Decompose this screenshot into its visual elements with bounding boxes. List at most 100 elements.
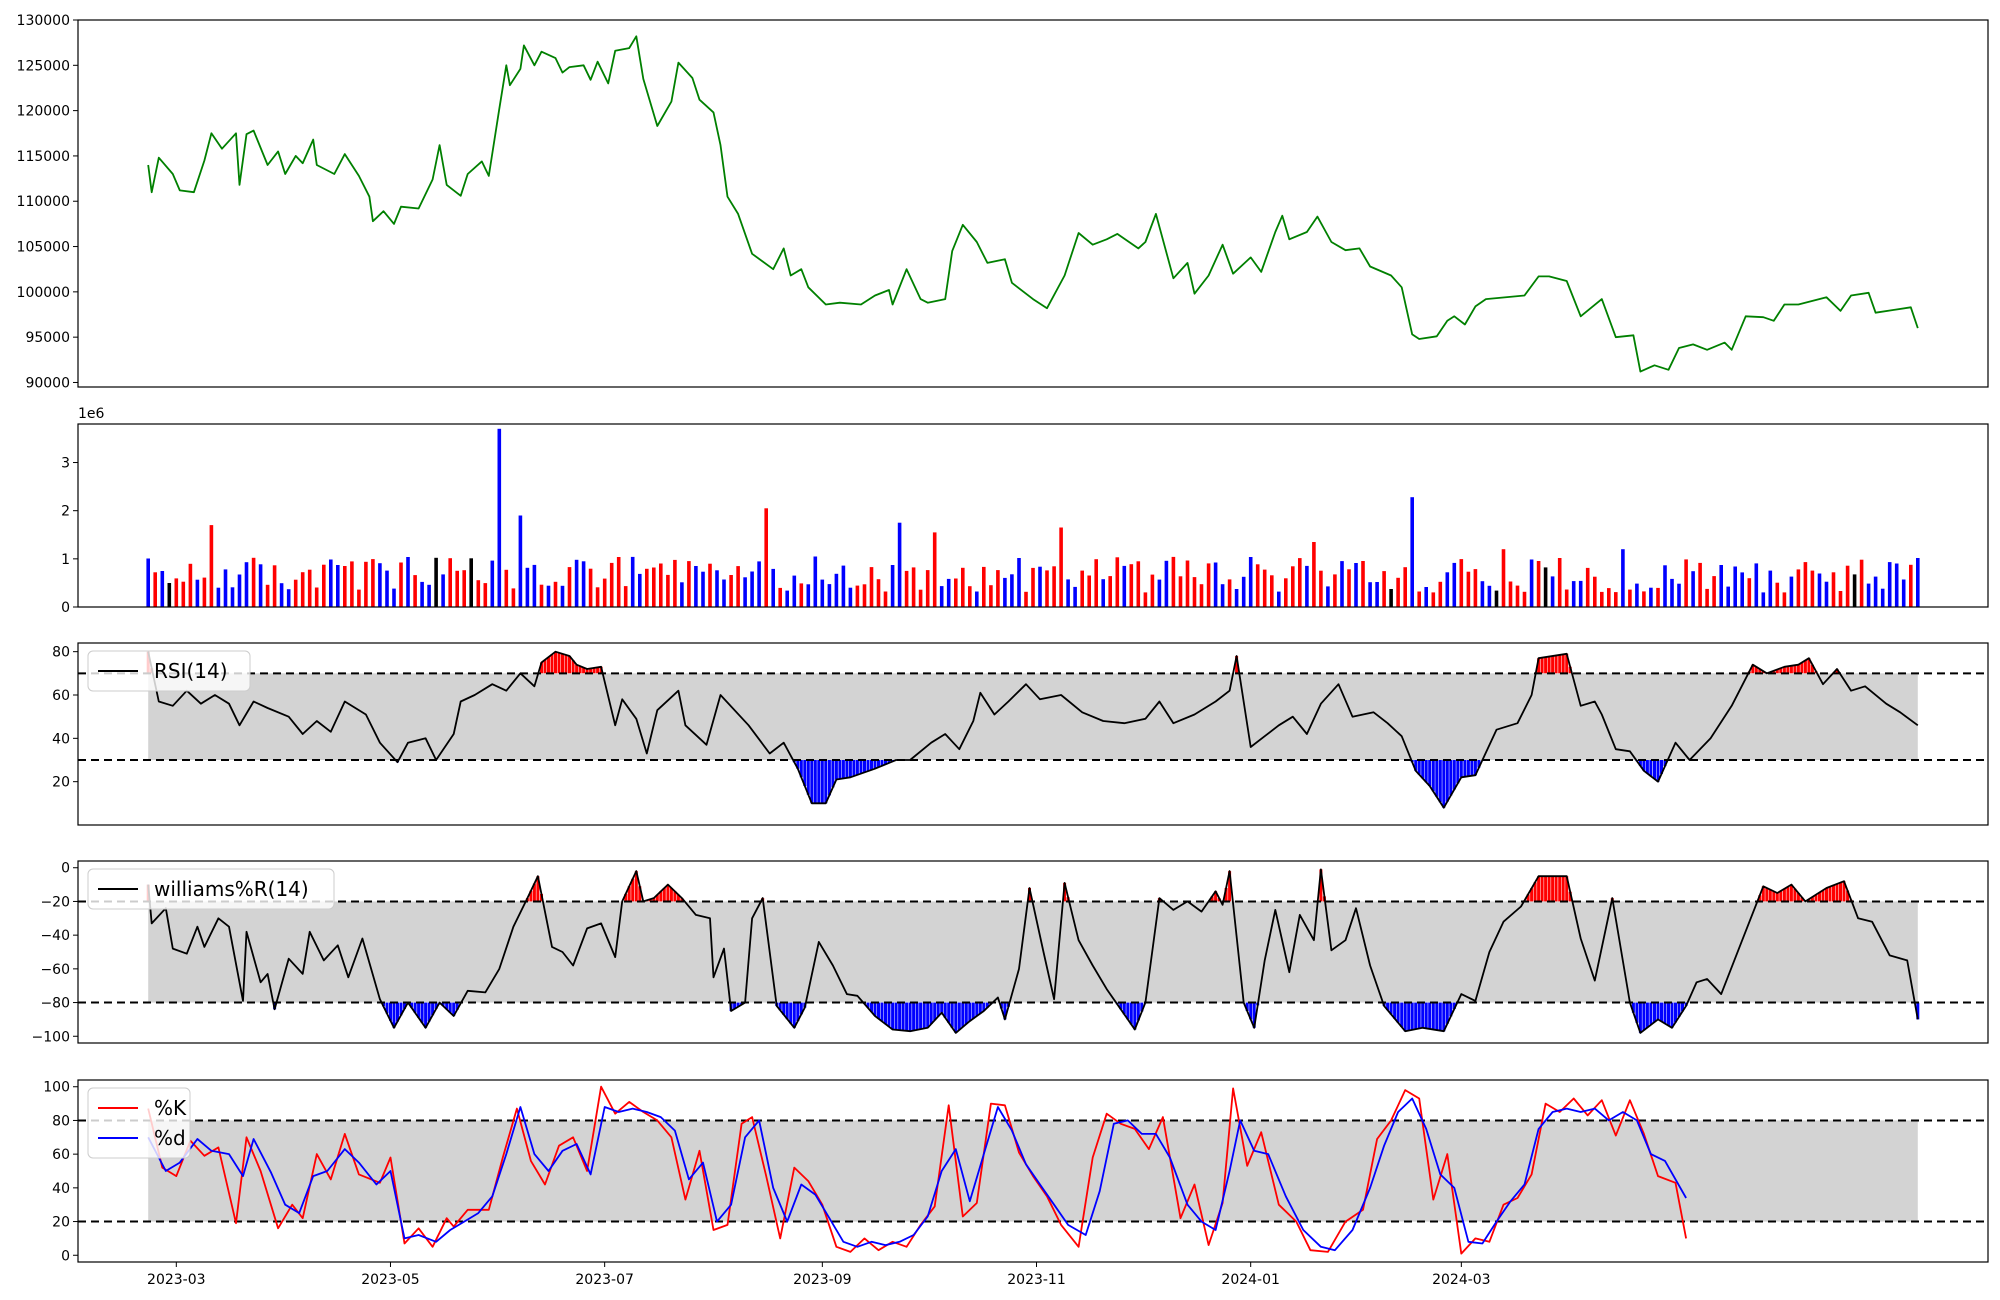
volume-bar [968, 586, 972, 607]
volume-bar [1234, 589, 1239, 607]
volume-bar [1747, 578, 1752, 607]
volume-bar [736, 566, 740, 607]
volume-ytick-label: 0 [61, 600, 70, 616]
volume-bar [1045, 570, 1049, 607]
volume-bar [1501, 549, 1506, 607]
volume-bar [729, 575, 733, 607]
volume-bar [820, 579, 825, 607]
volume-bar [469, 558, 473, 607]
volume-bar [855, 585, 860, 607]
volume-bar [680, 582, 684, 607]
williams-ytick-label: 0 [61, 861, 70, 877]
volume-bar [1740, 572, 1744, 607]
volume-bar [869, 567, 874, 607]
volume-bar [1585, 567, 1590, 607]
volume-bar [1396, 577, 1400, 607]
volume-bar [1578, 580, 1583, 607]
xtick-label: 2024-01 [1221, 1272, 1280, 1288]
volume-bar [890, 565, 895, 607]
volume-bar [1817, 573, 1822, 607]
volume-bar [1593, 576, 1597, 607]
volume-bar [1270, 575, 1274, 607]
volume-bar [883, 591, 888, 607]
stochastic-band [148, 1120, 1918, 1222]
volume-bar [160, 571, 165, 607]
volume-bar [1305, 565, 1309, 607]
volume-bar [1312, 542, 1316, 607]
volume-bar [392, 588, 396, 607]
volume-bar [350, 561, 354, 607]
volume-bar [399, 562, 403, 607]
stochastic-ytick-label: 60 [52, 1147, 70, 1163]
volume-bar [216, 587, 221, 607]
volume-bar [1424, 587, 1428, 607]
volume-bar [757, 561, 761, 607]
volume-bar [251, 557, 256, 607]
price-ytick-label: 90000 [25, 375, 70, 391]
volume-bar [715, 570, 719, 607]
volume-bar [897, 522, 902, 607]
volume-bar [1550, 576, 1555, 607]
volume-bar [1094, 559, 1098, 607]
volume-bar [1326, 586, 1330, 607]
volume-frame [77, 423, 1989, 608]
volume-bar [336, 565, 340, 607]
volume-bar [1726, 586, 1730, 607]
volume-bar [806, 584, 811, 607]
volume-bar [1473, 569, 1478, 607]
volume-ytick-label: 3 [61, 456, 70, 472]
price-ytick-label: 105000 [17, 240, 70, 256]
volume-bar [385, 570, 389, 607]
volume-bar [1319, 570, 1323, 607]
volume-bar [771, 568, 775, 607]
volume-bar [244, 562, 249, 607]
volume-bars [146, 428, 1920, 607]
volume-bar [1017, 558, 1021, 607]
volume-bar [1873, 576, 1878, 607]
williams-legend: williams%R(14) [87, 868, 335, 910]
volume-bar [1754, 563, 1759, 607]
volume-bar [975, 591, 979, 607]
volume-bar [687, 561, 691, 607]
williams-ytick-label: −100 [32, 1029, 70, 1045]
volume-bar [595, 587, 600, 607]
volume-bar [638, 573, 642, 607]
volume-bar [265, 584, 270, 607]
volume-bar [1656, 587, 1660, 607]
volume-bar [616, 557, 621, 607]
volume-bar [652, 567, 656, 607]
price-frame [77, 19, 1989, 388]
volume-bar [504, 569, 509, 607]
volume-bar [1909, 564, 1913, 607]
volume-bar [602, 578, 607, 607]
volume-bar [497, 428, 502, 607]
volume-bar [455, 570, 459, 607]
rsi-frame [77, 642, 1989, 826]
volume-bar [1916, 558, 1920, 607]
volume-bar [1768, 570, 1773, 607]
volume-bar [560, 585, 565, 607]
volume-bar [961, 567, 965, 607]
volume-bar [1241, 576, 1246, 607]
price-ytick-label: 120000 [17, 104, 70, 120]
price-line [147, 35, 1919, 373]
volume-bar [694, 566, 698, 607]
price-ytick-label: 115000 [17, 149, 70, 165]
volume-bar [1410, 497, 1414, 607]
volume-bar [785, 590, 789, 607]
volume-bar [1255, 564, 1260, 607]
volume-bar [1614, 592, 1618, 607]
volume-bar [1536, 561, 1541, 607]
volume-bar [146, 558, 150, 607]
xtick-label: 2024-03 [1432, 1272, 1491, 1288]
volume-bar [1108, 576, 1112, 607]
volume-bar [427, 584, 431, 607]
volume-bar [223, 569, 228, 607]
volume-bar [1698, 562, 1702, 607]
volume-bar [1129, 564, 1134, 607]
volume-bar [946, 578, 951, 607]
volume-bar [1417, 591, 1421, 607]
volume-bar [322, 564, 326, 607]
volume-bar [1761, 592, 1766, 607]
volume-bar [1431, 592, 1436, 607]
